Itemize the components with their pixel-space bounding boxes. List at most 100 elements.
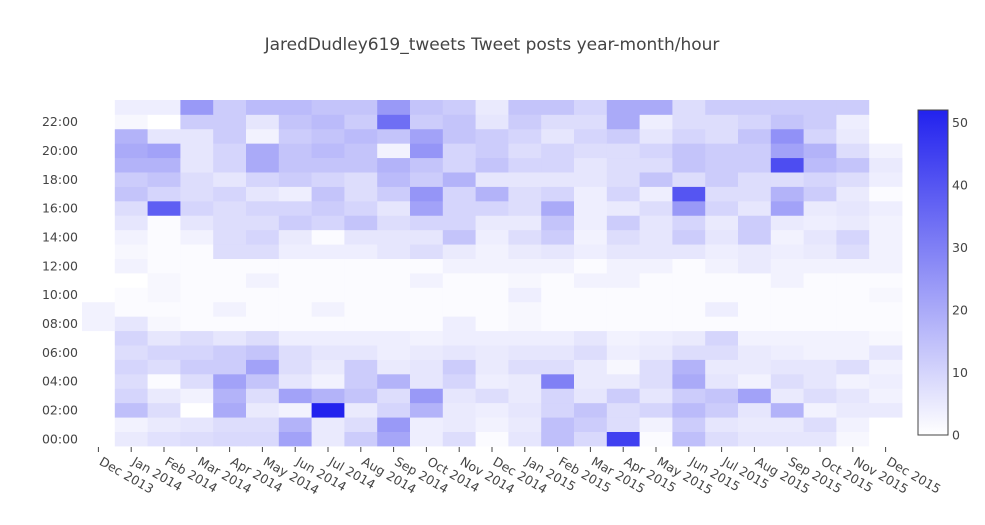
heatmap-cell [377,330,411,346]
y-tick-label: 10:00 [42,287,78,302]
heatmap-cell [82,431,116,447]
heatmap-cell [869,287,903,303]
heatmap-cell [180,417,214,432]
heatmap-cell [410,316,444,332]
heatmap-cell [770,157,804,173]
heatmap-cell [803,330,837,346]
heatmap-cell [213,431,247,447]
heatmap-cell [541,128,575,144]
heatmap-cell [508,186,542,202]
heatmap-cell [836,345,870,360]
heatmap-cell [147,244,181,259]
heatmap-cell [541,330,575,346]
heatmap-cell [705,417,739,432]
heatmap-cell [114,431,148,447]
heatmap-cell [213,143,247,159]
heatmap-cell [705,431,739,447]
heatmap-cell [147,402,181,418]
heatmap-cell [836,200,870,216]
heatmap-cell [475,301,509,317]
heatmap-cell [246,373,280,389]
heatmap-cell [442,417,476,432]
heatmap-cell [475,431,509,447]
heatmap-cell [410,258,444,274]
heatmap-cell [672,114,706,130]
heatmap-cell [82,345,116,360]
heatmap-cell [377,388,411,404]
heatmap-cell [639,258,673,274]
heatmap-cell [475,229,509,245]
heatmap-cell [574,244,608,259]
heatmap-cell [574,388,608,404]
colorbar-tick-label: 50 [952,115,968,130]
heatmap-cell [246,114,280,130]
heatmap-cell [770,417,804,432]
heatmap-cell [803,388,837,404]
heatmap-cell [410,172,444,187]
heatmap-cell [672,359,706,375]
heatmap-cell [82,359,116,375]
heatmap-cell [869,186,903,202]
heatmap-cell [672,345,706,360]
heatmap-cell [180,273,214,288]
heatmap-cell [82,330,116,346]
heatmap-cell [442,143,476,159]
heatmap-cell [475,143,509,159]
heatmap-cell [672,330,706,346]
heatmap-cell [344,345,378,360]
heatmap-cell [114,128,148,144]
heatmap-cell [869,373,903,389]
heatmap-cell [606,388,640,404]
heatmap-cell [442,258,476,274]
heatmap-cell [836,316,870,332]
heatmap-cell [410,345,444,360]
heatmap-cell [246,330,280,346]
heatmap-cell [311,330,345,346]
heatmap-cell [836,287,870,303]
heatmap-cell [180,431,214,447]
heatmap-cell [344,330,378,346]
heatmap-cell [705,100,739,115]
heatmap-cell [442,100,476,115]
heatmap-cell [705,244,739,259]
heatmap-cell [377,287,411,303]
heatmap-cell [672,316,706,332]
heatmap-cell [738,229,772,245]
heatmap-cell [836,143,870,159]
heatmap-cell [836,114,870,130]
heatmap-cell [475,345,509,360]
heatmap-cell [311,200,345,216]
heatmap-cell [836,157,870,173]
heatmap-cell [738,345,772,360]
colorbar-tick-label: 0 [952,428,960,443]
heatmap-cell [869,157,903,173]
heatmap-cell [606,215,640,231]
heatmap-cell [869,229,903,245]
heatmap-cell [311,172,345,187]
heatmap-cell [508,157,542,173]
heatmap-cell [311,287,345,303]
heatmap-cell [836,229,870,245]
heatmap-cell [639,215,673,231]
heatmap-cell [442,301,476,317]
heatmap-cell [147,345,181,360]
colorbar-gradient [917,109,949,436]
heatmap-cell [574,114,608,130]
y-tick-label: 04:00 [42,374,78,389]
heatmap-cell [147,229,181,245]
heatmap-cell [82,172,116,187]
heatmap-cell [803,431,837,447]
heatmap-cell [541,316,575,332]
heatmap-cell [836,388,870,404]
heatmap-cell [344,100,378,115]
heatmap-cell [278,388,312,404]
heatmap-cell [377,402,411,418]
heatmap-cell [180,373,214,389]
heatmap-cell [180,100,214,115]
heatmap-cell [147,100,181,115]
heatmap-cell [114,373,148,389]
heatmap-cell [705,229,739,245]
heatmap-cell [738,316,772,332]
heatmap-cell [114,287,148,303]
heatmap-cell [541,345,575,360]
